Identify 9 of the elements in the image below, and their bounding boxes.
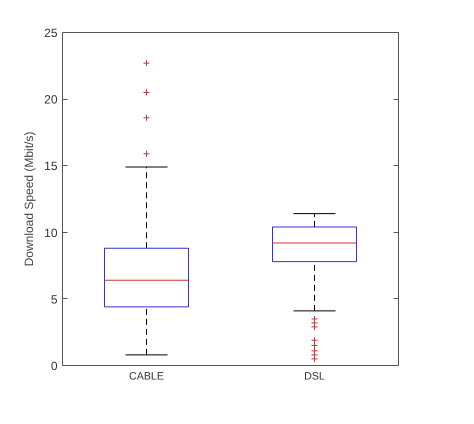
x-tick-label: CABLE — [129, 370, 164, 382]
y-tick-label: 25 — [44, 26, 58, 40]
y-axis-title: Download Speed (Mbit/s) — [22, 132, 36, 266]
y-tick-label: 0 — [50, 359, 58, 373]
y-tick-label: 20 — [44, 92, 58, 107]
y-tick-label: 10 — [44, 226, 58, 240]
x-tick-label: DSL — [304, 370, 325, 382]
y-tick-label: 15 — [44, 159, 58, 174]
y-tick-label: 5 — [50, 292, 58, 306]
